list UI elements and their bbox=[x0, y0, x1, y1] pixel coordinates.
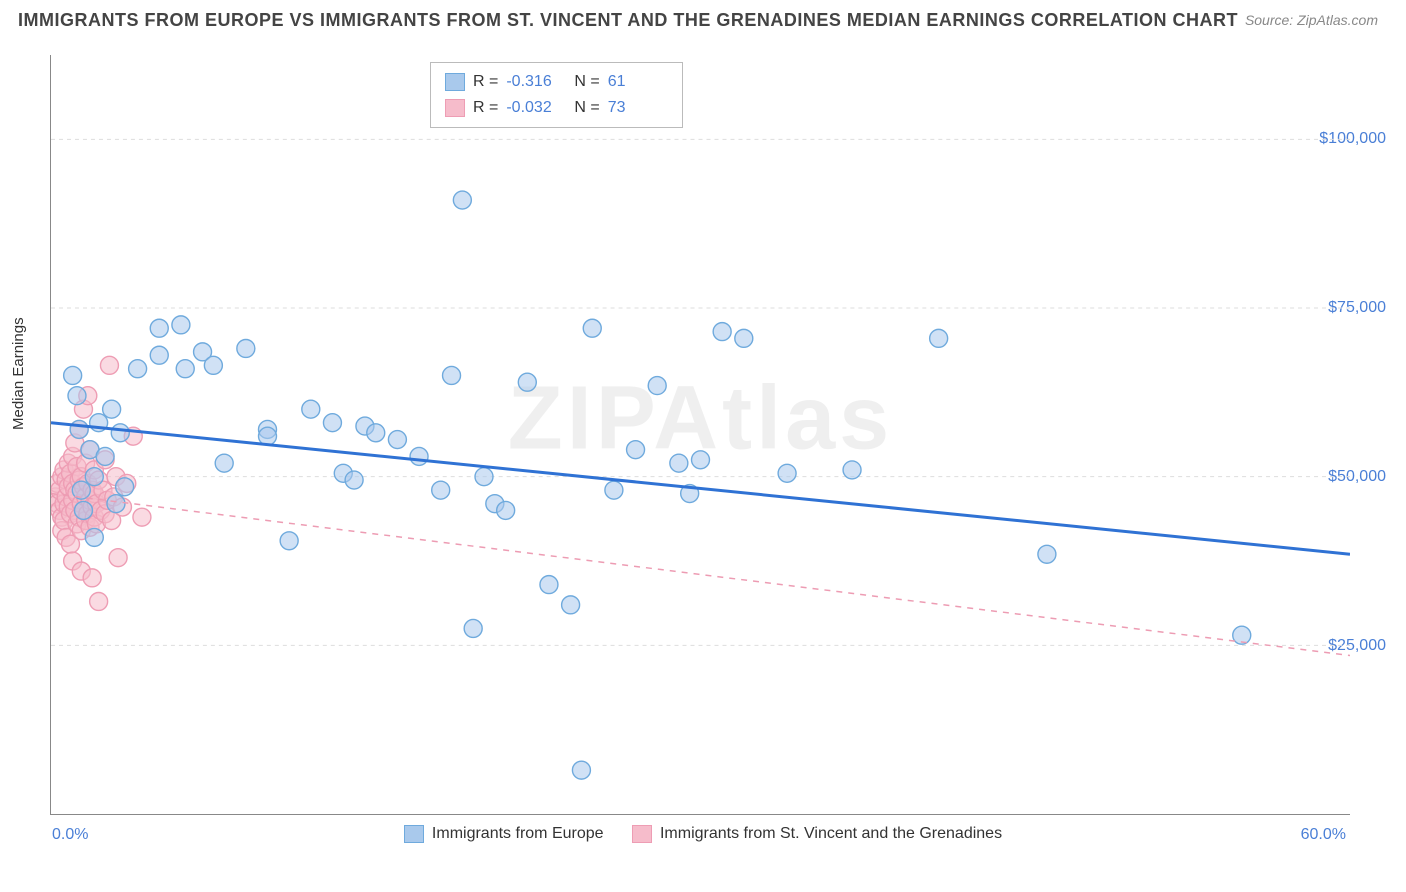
r-label: R = bbox=[473, 73, 498, 91]
legend-label-europe: Immigrants from Europe bbox=[432, 825, 604, 843]
y-axis-title: Median Earnings bbox=[10, 317, 27, 430]
x-axis-min-label: 0.0% bbox=[52, 826, 88, 844]
n-value-svg: 73 bbox=[608, 99, 668, 117]
swatch-svg-icon bbox=[632, 825, 652, 843]
plot-area: ZIPAtlas bbox=[50, 55, 1350, 815]
legend-item-svg: Immigrants from St. Vincent and the Gren… bbox=[632, 825, 1002, 843]
n-label: N = bbox=[574, 99, 599, 117]
legend-row-svg: R = -0.032 N = 73 bbox=[445, 95, 668, 121]
correlation-legend: R = -0.316 N = 61 R = -0.032 N = 73 bbox=[430, 62, 683, 128]
chart-title: IMMIGRANTS FROM EUROPE VS IMMIGRANTS FRO… bbox=[18, 10, 1238, 31]
r-value-svg: -0.032 bbox=[506, 99, 566, 117]
source-label: Source: ZipAtlas.com bbox=[1245, 12, 1378, 28]
legend-row-europe: R = -0.316 N = 61 bbox=[445, 69, 668, 95]
series-legend: Immigrants from Europe Immigrants from S… bbox=[0, 825, 1406, 848]
swatch-europe bbox=[445, 73, 465, 91]
r-label: R = bbox=[473, 99, 498, 117]
legend-item-europe: Immigrants from Europe bbox=[404, 825, 604, 843]
r-value-europe: -0.316 bbox=[506, 73, 566, 91]
scatter-svg bbox=[51, 55, 1350, 814]
legend-label-svg: Immigrants from St. Vincent and the Gren… bbox=[660, 825, 1002, 843]
n-value-europe: 61 bbox=[608, 73, 668, 91]
swatch-svg bbox=[445, 99, 465, 117]
n-label: N = bbox=[574, 73, 599, 91]
x-axis-max-label: 60.0% bbox=[1301, 826, 1346, 844]
swatch-europe-icon bbox=[404, 825, 424, 843]
